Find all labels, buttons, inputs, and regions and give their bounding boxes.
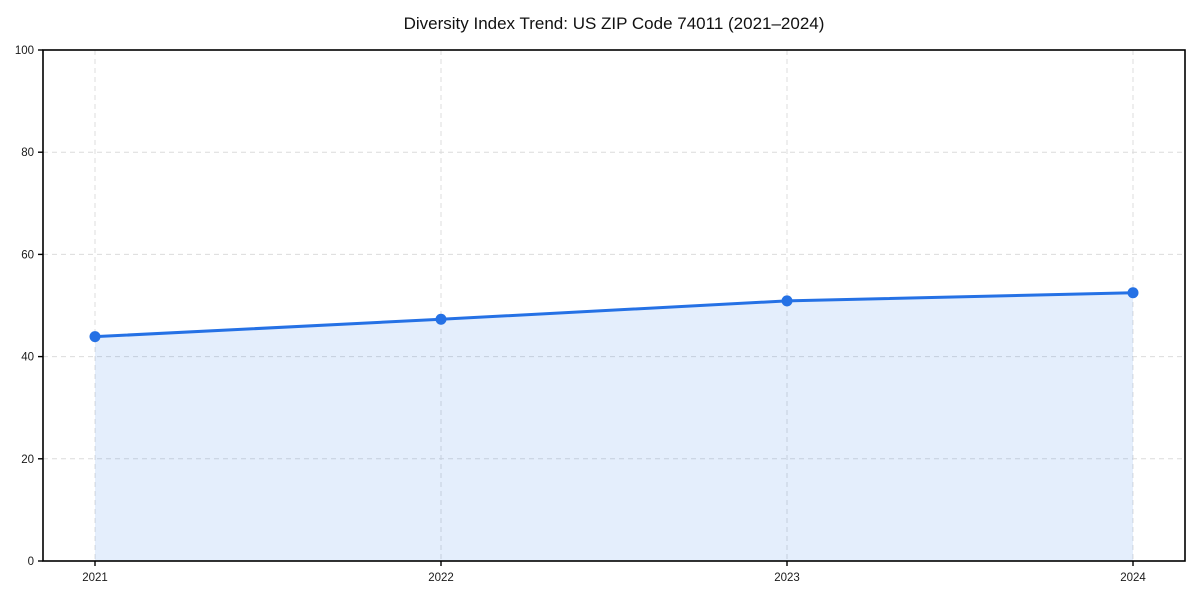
y-tick-label: 80: [21, 147, 34, 159]
data-point-2024: [1128, 287, 1139, 298]
x-tick-label: 2021: [82, 572, 108, 584]
line-chart: 0 20 40 60 80 100 2021 2022 2023 2024: [0, 0, 1200, 600]
x-tick-label: 2022: [428, 572, 454, 584]
area-fill: [95, 293, 1133, 561]
data-point-2021: [90, 331, 101, 342]
y-tick-label: 40: [21, 352, 34, 364]
y-tick-label: 20: [21, 454, 34, 466]
y-tick-label: 60: [21, 249, 34, 261]
data-point-2023: [782, 295, 793, 306]
x-tick-label: 2024: [1120, 572, 1146, 584]
figure: Diversity Index Trend: US ZIP Code 74011…: [0, 0, 1200, 600]
x-tick-label: 2023: [774, 572, 800, 584]
y-tick-label: 0: [28, 556, 34, 568]
y-tick-label: 100: [15, 45, 34, 57]
data-point-2022: [436, 314, 447, 325]
